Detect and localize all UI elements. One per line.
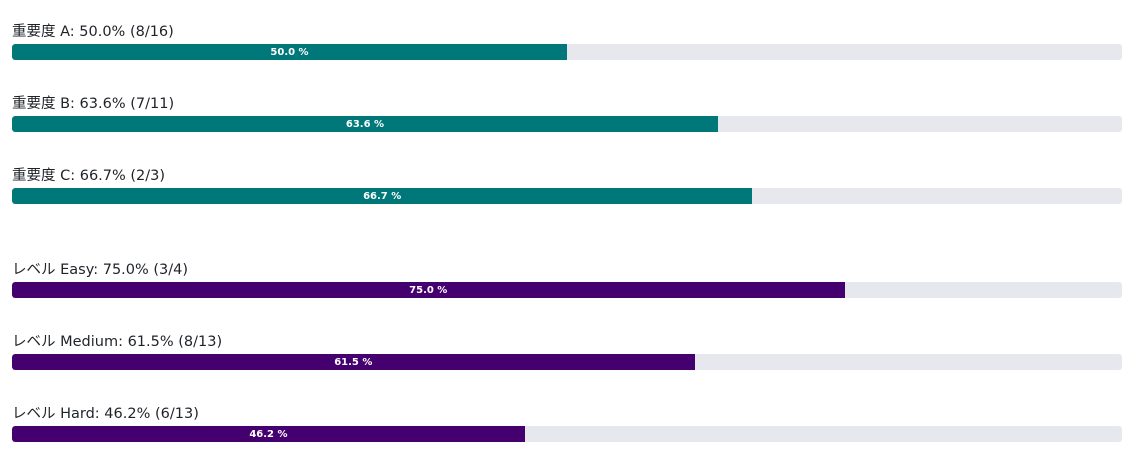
progress-fill: 46.2 % [12,426,525,442]
progress-track: 50.0 % [12,44,1122,60]
progress-label: 重要度 B: 63.6% (7/11) [12,96,175,112]
progress-label: レベル Medium: 61.5% (8/13) [12,334,223,350]
progress-track: 75.0 % [12,282,1122,298]
progress-percent: 66.7 % [363,190,402,202]
progress-fill: 75.0 % [12,282,845,298]
progress-row: 重要度 B: 63.6% (7/11) 63.6 % [12,94,1122,144]
progress-track: 66.7 % [12,188,1122,204]
progress-percent: 50.0 % [270,46,309,58]
progress-fill: 66.7 % [12,188,753,204]
progress-label: 重要度 C: 66.7% (2/3) [12,168,166,184]
progress-fill: 61.5 % [12,354,695,370]
progress-row: 重要度 C: 66.7% (2/3) 66.7 % [12,166,1122,216]
progress-percent: 61.5 % [334,356,373,368]
progress-fill: 63.6 % [12,116,718,132]
progress-label: 重要度 A: 50.0% (8/16) [12,24,174,40]
progress-row: 重要度 A: 50.0% (8/16) 50.0 % [12,22,1122,72]
progress-percent: 63.6 % [345,118,385,130]
progress-percent: 46.2 % [249,428,288,440]
progress-label: レベル Easy: 75.0% (3/4) [12,262,189,278]
progress-track: 61.5 % [12,354,1122,370]
progress-row: レベル Easy: 75.0% (3/4) 75.0 % [12,260,1122,310]
progress-percent: 75.0 % [409,284,448,296]
progress-label: レベル Hard: 46.2% (6/13) [12,406,199,422]
progress-track: 63.6 % [12,116,1122,132]
progress-row: レベル Hard: 46.2% (6/13) 46.2 % [12,404,1122,454]
progress-track: 46.2 % [12,426,1122,442]
progress-fill: 50.0 % [12,44,567,60]
progress-row: レベル Medium: 61.5% (8/13) 61.5 % [12,332,1122,382]
